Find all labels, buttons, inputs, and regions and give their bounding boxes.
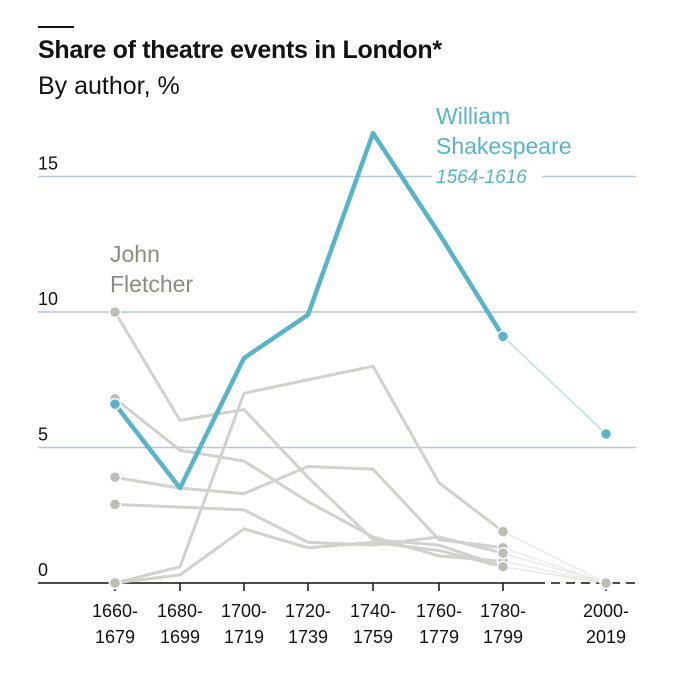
author-point [496, 560, 510, 573]
shakespeare-label: William Shakespeare [436, 103, 572, 159]
title-rule [38, 26, 74, 28]
author-series-line [113, 502, 505, 555]
shakespeare-point [599, 427, 613, 441]
author-series-gap-line [502, 560, 607, 584]
x-tick-label: 1760-1779 [416, 601, 462, 647]
author-series-line [113, 527, 505, 585]
shakespeare-series-line [112, 130, 506, 491]
author-point [496, 546, 510, 560]
dates-label-backdrop [432, 164, 542, 188]
x-tick-label: 1740-1759 [350, 601, 396, 647]
x-tick-label: 1660-1679 [92, 601, 138, 647]
author-series-line [113, 397, 505, 563]
shakespeare-series-gap-line [502, 335, 607, 435]
shakespeare-point [108, 397, 122, 411]
author-series-gap-line [502, 552, 607, 584]
author-point [108, 471, 122, 484]
y-tick-label: 10 [38, 289, 58, 309]
author-point [496, 525, 510, 538]
author-series-line [113, 364, 505, 585]
author-point [599, 576, 613, 590]
y-tick-label: 5 [38, 425, 48, 445]
author-point [108, 305, 122, 319]
shakespeare-point [496, 330, 510, 343]
author-series-gap-line [502, 565, 607, 584]
author-series-gap-line [502, 530, 607, 584]
author-series-line [113, 310, 505, 569]
author-point [108, 576, 122, 590]
author-point [108, 498, 122, 511]
x-tick-label: 1720-1739 [285, 601, 331, 647]
y-tick-label: 0 [38, 560, 48, 580]
x-tick-label: 1700-1719 [221, 601, 267, 647]
x-tick-label: 2000-2019 [583, 601, 629, 647]
fletcher-label: John Fletcher [110, 241, 193, 297]
chart-title: Share of theatre events in London* [38, 36, 442, 64]
y-tick-label: 15 [38, 154, 58, 174]
x-tick-label: 1680-1699 [157, 601, 203, 647]
chart-subtitle: By author, % [38, 72, 180, 100]
author-series-gap-line [502, 547, 607, 584]
shakespeare-dates-label: 1564-1616 [436, 167, 527, 188]
x-tick-label: 1780-1799 [480, 601, 526, 647]
